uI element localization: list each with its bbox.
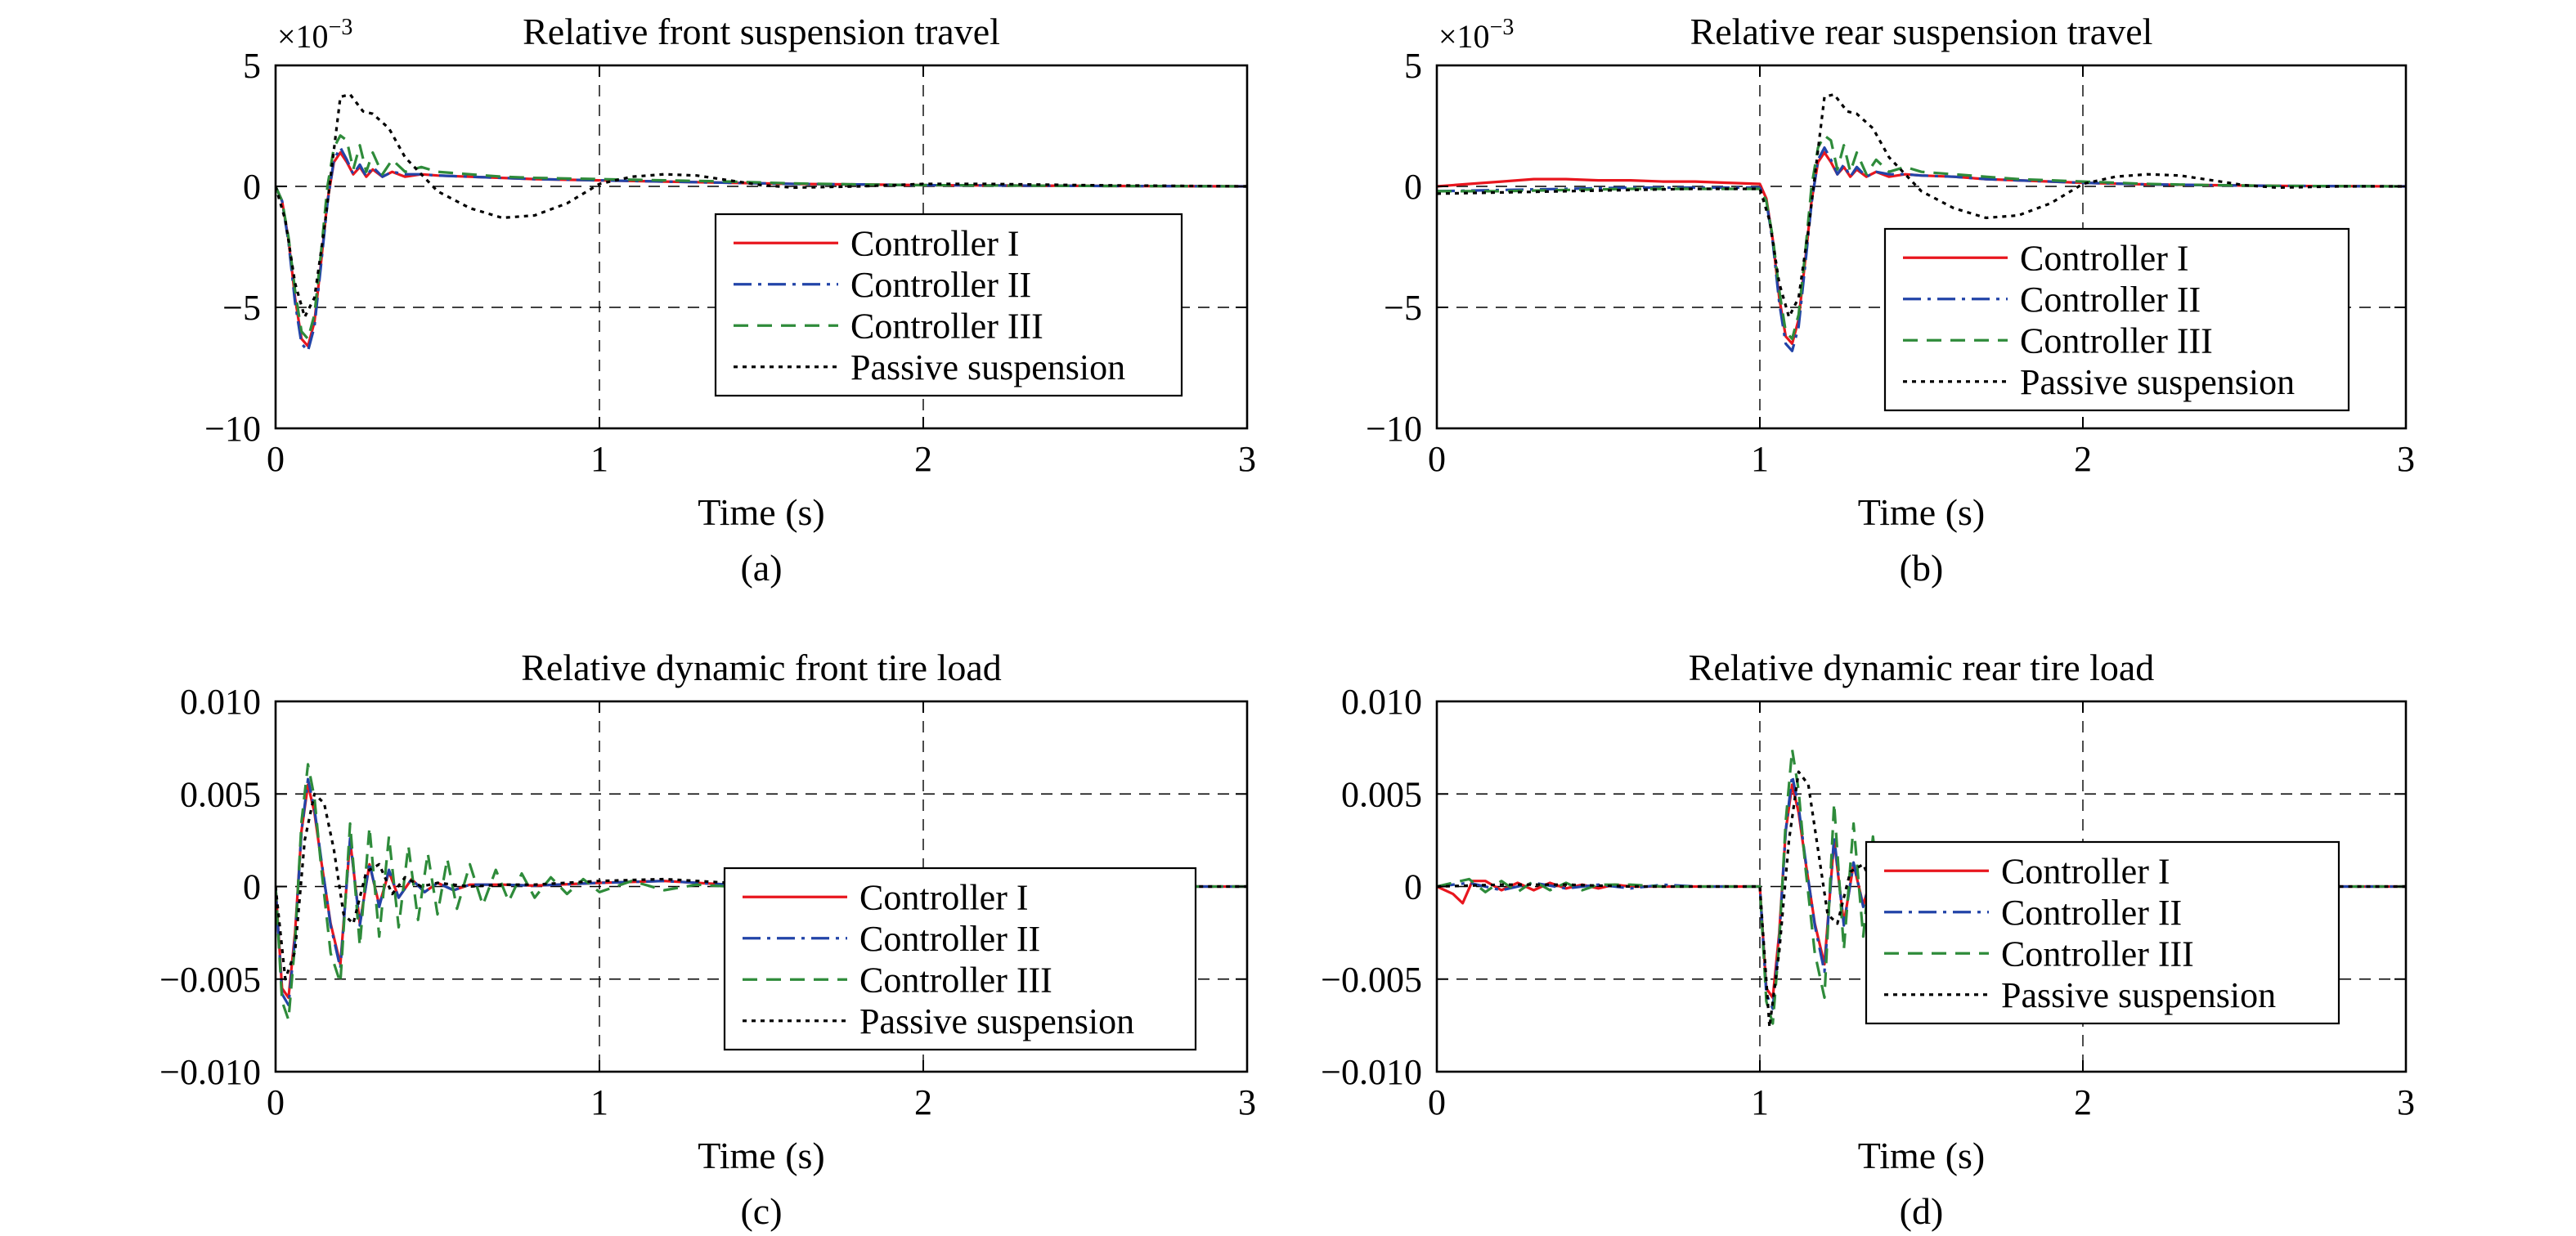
y-tick-label: −10 <box>204 409 261 449</box>
legend-label: Controller II <box>2001 893 2182 933</box>
y-tick-label: 0.005 <box>1341 774 1422 814</box>
panel-label: (b) <box>1900 547 1944 589</box>
legend-label: Passive suspension <box>850 347 1125 387</box>
chart-panel-1: 0 1 2 3 −10 −5 0 5 ×10−3 Relative front suspensio… <box>204 11 1256 589</box>
x-tick-label: 3 <box>2397 439 2415 479</box>
chart-title: Relative rear suspension travel <box>1690 11 2153 52</box>
legend-label: Passive suspension <box>859 1001 1134 1041</box>
series-line <box>276 134 1247 341</box>
x-tick-label: 1 <box>1751 439 1769 479</box>
y-tick-label: 0.005 <box>180 774 261 814</box>
x-tick-label: 2 <box>2074 439 2092 479</box>
x-tick-label: 3 <box>2397 1082 2415 1122</box>
legend-label: Controller II <box>859 919 1040 959</box>
x-tick-label: 1 <box>590 439 608 479</box>
y-tick-label: 5 <box>1404 46 1422 86</box>
legend-label: Passive suspension <box>2001 975 2276 1015</box>
chart-panel-4: 0 1 2 3 −0.010 −0.005 0 0.005 0.010 Relative dyna… <box>1321 647 2415 1232</box>
x-axis-label: Time (s) <box>1858 1135 1986 1176</box>
legend-box <box>714 213 1183 397</box>
chart-title: Relative dynamic rear tire load <box>1689 647 2155 688</box>
x-axis-label: Time (s) <box>698 1135 825 1176</box>
plot-area <box>276 763 1247 1022</box>
legend-label: Controller I <box>859 877 1029 917</box>
legend-label: Controller III <box>2020 320 2213 360</box>
y-multiplier: ×10−3 <box>277 15 352 55</box>
panel-label: (a) <box>740 547 782 589</box>
y-tick-label: 5 <box>243 46 261 86</box>
series-line <box>276 146 1247 352</box>
plot-area <box>276 92 1247 352</box>
y-tick-label: −5 <box>222 288 261 328</box>
y-tick-label: 0 <box>1404 867 1422 907</box>
legend-label: Passive suspension <box>2020 362 2295 402</box>
series-line <box>276 92 1247 319</box>
chart-title: Relative dynamic front tire load <box>521 647 1002 688</box>
chart-panel-3: 0 1 2 3 −0.010 −0.005 0 0.005 0.010 Relative dyna… <box>159 647 1256 1232</box>
legend-box <box>1865 840 2340 1025</box>
y-multiplier: ×10−3 <box>1438 15 1514 55</box>
legend-label: Controller I <box>2001 851 2170 891</box>
y-tick-label: 0 <box>1404 167 1422 207</box>
chart-title: Relative front suspension travel <box>523 11 1000 52</box>
legend-label: Controller III <box>2001 934 2194 974</box>
series-line <box>1437 151 2406 345</box>
y-tick-label: 0.010 <box>1341 682 1422 722</box>
legend-label: Controller III <box>859 960 1052 1000</box>
panel-label: (d) <box>1900 1190 1944 1232</box>
legend-label: Controller II <box>2020 280 2201 320</box>
y-tick-label: −0.005 <box>1321 960 1422 1000</box>
chart-panel-2: 0 1 2 3 −10 −5 0 5 ×10−3 Relative rear suspension… <box>1366 11 2415 589</box>
x-tick-label: 1 <box>590 1082 608 1122</box>
x-axis-label: Time (s) <box>698 491 825 533</box>
y-tick-label: −0.010 <box>159 1052 261 1092</box>
series-line <box>276 792 1247 981</box>
axes-frame <box>1435 64 2408 430</box>
legend-label: Controller I <box>850 223 1020 263</box>
series-line <box>1437 92 2406 319</box>
y-tick-label: −10 <box>1366 409 1422 449</box>
y-tick-label: 0.010 <box>180 682 261 722</box>
x-tick-label: 0 <box>267 1082 285 1122</box>
x-tick-label: 1 <box>1751 1082 1769 1122</box>
axes-frame <box>274 64 1249 430</box>
x-tick-label: 0 <box>267 439 285 479</box>
y-tick-label: −0.010 <box>1321 1052 1422 1092</box>
x-tick-label: 2 <box>2074 1082 2092 1122</box>
panel-label: (c) <box>740 1190 782 1232</box>
x-tick-label: 0 <box>1428 1082 1446 1122</box>
y-tick-label: −0.005 <box>159 960 261 1000</box>
legend-box <box>1883 227 2350 412</box>
y-tick-label: 0 <box>243 167 261 207</box>
y-tick-label: 0 <box>243 867 261 907</box>
series-line <box>276 763 1247 1022</box>
x-tick-label: 2 <box>914 1082 932 1122</box>
x-tick-label: 3 <box>1238 1082 1256 1122</box>
legend-box <box>723 867 1197 1051</box>
x-tick-label: 3 <box>1238 439 1256 479</box>
legend-label: Controller II <box>850 265 1031 305</box>
legend-label: Controller I <box>2020 238 2189 278</box>
x-tick-label: 0 <box>1428 439 1446 479</box>
legend-label: Controller III <box>850 306 1043 346</box>
plot-area <box>1437 92 2406 352</box>
x-tick-label: 2 <box>914 439 932 479</box>
x-axis-label: Time (s) <box>1858 491 1986 533</box>
y-tick-label: −5 <box>1384 288 1422 328</box>
